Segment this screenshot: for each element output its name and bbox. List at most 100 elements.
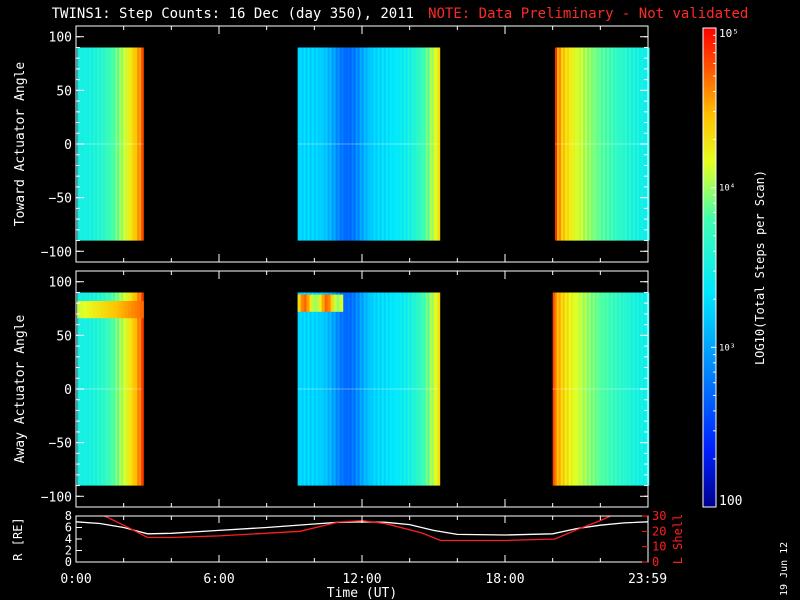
heatmap-column — [377, 292, 381, 486]
heatmap-column — [331, 47, 335, 241]
heatmap-column — [341, 47, 345, 241]
hot-patch-cell — [330, 294, 335, 312]
heatmap-column — [421, 47, 425, 241]
heatmap-column — [333, 47, 337, 241]
heatmap-column — [101, 292, 104, 486]
heatmap-column — [99, 292, 102, 486]
right-y-tick-label: 20 — [652, 524, 666, 538]
panel-ylabel: Away Actuator Angle — [13, 314, 28, 463]
heatmap-column — [83, 292, 86, 486]
hot-patch-cell — [110, 301, 114, 319]
heatmap-column — [329, 47, 333, 241]
right-y-tick-label: 10 — [652, 540, 666, 554]
x-tick-label: 6:00 — [203, 572, 234, 587]
heatmap-column — [345, 292, 349, 486]
heatmap-column — [343, 292, 347, 486]
heatmap-column — [361, 292, 365, 486]
heatmap-column — [556, 292, 560, 486]
data-band-2 — [555, 47, 650, 241]
heatmap-column — [415, 292, 419, 486]
heatmap-column — [603, 47, 606, 241]
heatmap-column — [105, 47, 108, 241]
heatmap-column — [109, 47, 112, 241]
hot-patch-cell — [336, 294, 341, 312]
heatmap-column — [333, 292, 337, 486]
heatmap-column — [329, 292, 333, 486]
x-tick-label: 12:00 — [342, 572, 381, 587]
heatmap-column — [389, 47, 393, 241]
hot-patch-cell — [113, 301, 117, 319]
heatmap-column — [586, 292, 590, 486]
heatmap-column — [111, 292, 114, 486]
heatmap-column — [429, 47, 433, 241]
heatmap-column — [587, 47, 590, 241]
heatmap-column — [381, 47, 385, 241]
heatmap-column — [83, 47, 86, 241]
heatmap-column — [618, 292, 622, 486]
x-tick-label: 18:00 — [485, 572, 524, 587]
colorbar-tick-label: 10⁵ — [719, 27, 739, 40]
heatmap-column — [599, 47, 602, 241]
heatmap-column — [573, 47, 576, 241]
heatmap-column — [419, 292, 423, 486]
heatmap-column — [117, 292, 120, 486]
heatmap-column — [407, 292, 411, 486]
heatmap-column — [133, 47, 136, 241]
heatmap-column — [558, 292, 562, 486]
heatmap-column — [385, 292, 389, 486]
heatmap-column — [575, 47, 578, 241]
heatmap-column — [363, 292, 367, 486]
hot-patch-cell — [89, 301, 93, 319]
heatmap-column — [115, 47, 118, 241]
heatmap-column — [431, 47, 435, 241]
heatmap-column — [557, 47, 560, 241]
heatmap-column — [561, 47, 564, 241]
y-tick-label: 100 — [49, 276, 72, 291]
heatmap-column — [121, 47, 124, 241]
hot-patch-cell — [333, 294, 338, 312]
heatmap-column — [391, 292, 395, 486]
heatmap-column — [634, 292, 638, 486]
heatmap-column — [564, 292, 568, 486]
title-text: TWINS1: Step Counts: 16 Dec (day 350), 2… — [51, 6, 415, 22]
heatmap-column — [305, 292, 309, 486]
heatmap-column — [605, 47, 608, 241]
heatmap-column — [419, 47, 423, 241]
heatmap-column — [353, 47, 357, 241]
heatmap-column — [631, 47, 634, 241]
data-band-1 — [297, 292, 441, 486]
heatmap-column — [431, 292, 435, 486]
heatmap-column — [552, 292, 556, 486]
colorbar-gradient — [702, 27, 717, 508]
heatmap-column — [415, 47, 419, 241]
heatmap-column — [565, 47, 568, 241]
heatmap-column — [317, 47, 321, 241]
hot-patch-cell — [306, 294, 311, 312]
heatmap-column — [369, 47, 373, 241]
heatmap-column — [101, 47, 104, 241]
heatmap-column — [602, 292, 606, 486]
zero-angle-streak — [77, 143, 143, 145]
heatmap-column — [437, 47, 441, 241]
heatmap-column — [113, 292, 116, 486]
heatmap-column — [361, 47, 365, 241]
heatmap-column — [301, 292, 305, 486]
heatmap-column — [624, 292, 628, 486]
heatmap-column — [593, 47, 596, 241]
hot-patch-cell — [122, 301, 126, 319]
heatmap-column — [606, 292, 610, 486]
heatmap-column — [325, 292, 329, 486]
x-tick-label: 23:59 — [628, 572, 667, 587]
heatmap-column — [119, 292, 122, 486]
colorbar: 100 10³ 10⁴ 10⁵ LOG10(Total Steps per Scan) — [702, 27, 767, 509]
heatmap-column — [411, 292, 415, 486]
right-y-tick-label: 30 — [652, 509, 666, 523]
heatmap-column — [109, 292, 112, 486]
left-y-tick-label: 0 — [65, 555, 72, 569]
heatmap-column — [349, 47, 353, 241]
heatmap-column — [327, 47, 331, 241]
heatmap-column — [425, 292, 429, 486]
heatmap-column — [373, 292, 377, 486]
heatmap-column — [413, 292, 417, 486]
heatmap-column — [351, 47, 355, 241]
